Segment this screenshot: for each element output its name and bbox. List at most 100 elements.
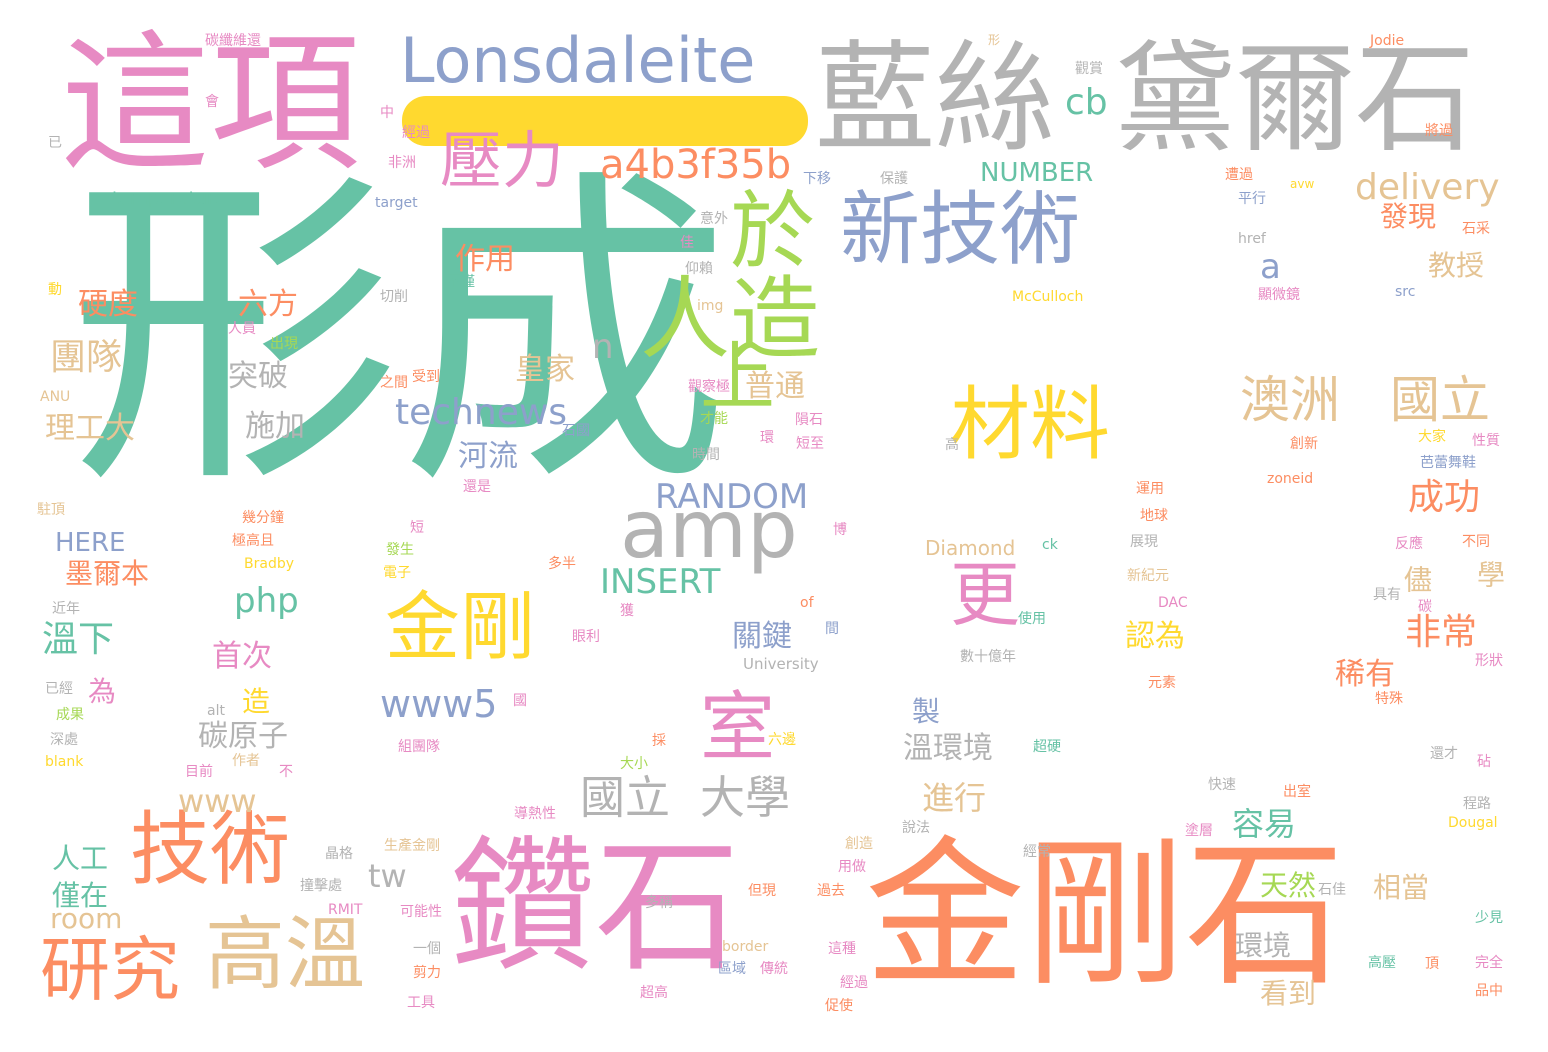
cloud-word: www	[178, 782, 257, 820]
cloud-word: 大學	[700, 771, 791, 824]
cloud-word: 不僅	[447, 274, 475, 290]
cloud-word: 新紀元	[1127, 568, 1169, 584]
cloud-word: 保護	[880, 171, 908, 187]
cloud-word: 已	[48, 135, 62, 151]
cloud-word: 普通	[745, 369, 805, 404]
cloud-word: 容易	[1232, 805, 1297, 843]
cloud-word: 高壓	[1368, 955, 1396, 971]
cloud-word: 進行	[922, 779, 987, 817]
cloud-word: 砧	[1477, 754, 1491, 770]
cloud-word: 眼利	[572, 629, 600, 645]
cloud-word: 仰賴	[685, 261, 713, 277]
cloud-word: 高溫	[205, 908, 365, 1001]
cloud-word: 首次	[212, 639, 272, 674]
cloud-word: 但現	[748, 883, 776, 899]
cloud-word: 區域	[718, 961, 746, 977]
cloud-word: ck	[1042, 537, 1058, 553]
highlight-bar	[402, 96, 808, 146]
cloud-word: 還才	[1430, 746, 1458, 762]
cloud-word: 間	[825, 621, 839, 637]
cloud-word: 佳	[680, 235, 694, 251]
cloud-word: 墨爾本	[65, 557, 150, 590]
cloud-word: 非常	[1405, 612, 1478, 653]
cloud-word: 使用	[1018, 611, 1046, 627]
cloud-word: 發現	[1380, 200, 1437, 233]
cloud-word: 溫環境	[903, 731, 993, 766]
cloud-word: 觀賞	[1075, 61, 1103, 77]
cloud-word: 研究	[40, 929, 180, 1011]
cloud-word: 非洲	[388, 155, 416, 171]
cloud-word: 碳	[1418, 599, 1432, 615]
cloud-word: 大家	[1418, 429, 1446, 445]
cloud-word: 品中	[1475, 983, 1503, 999]
cloud-word: 石國	[562, 423, 590, 439]
cloud-word: 創造	[845, 836, 873, 852]
cloud-word: 這種	[828, 941, 856, 957]
cloud-word: 剪力	[413, 965, 441, 981]
cloud-word: 可能性	[400, 904, 442, 920]
cloud-word: technews	[395, 392, 568, 433]
cloud-word: 經過	[402, 125, 430, 141]
cloud-word: 形成	[70, 143, 730, 527]
cloud-word: ANU	[40, 389, 71, 405]
cloud-word: RMIT	[328, 902, 363, 918]
cloud-word: 大小	[620, 756, 648, 772]
cloud-word: 一個	[413, 941, 441, 957]
cloud-word: 工具	[407, 995, 435, 1011]
cloud-word: 皇家	[515, 352, 575, 387]
cloud-word: border	[722, 939, 769, 955]
cloud-word: 材料	[950, 378, 1110, 471]
cloud-word: 形	[988, 33, 1001, 47]
cloud-word: 碳纖維還	[205, 33, 261, 49]
cloud-word: 成功	[1408, 477, 1481, 518]
cloud-word: 金剛	[385, 583, 536, 671]
cloud-word: 不	[279, 764, 293, 780]
cloud-word: HERE	[55, 528, 126, 558]
cloud-word: 傳統	[760, 961, 788, 977]
cloud-word: 硬度	[78, 287, 138, 322]
cloud-word: 作者	[232, 753, 260, 769]
cloud-word: NUMBER	[980, 158, 1094, 188]
cloud-word: 儘	[1400, 565, 1433, 593]
cloud-word: 多半	[548, 556, 576, 572]
cloud-word: 認為	[1125, 619, 1185, 654]
cloud-word: 人工	[52, 842, 109, 875]
cloud-word: 國立	[580, 771, 671, 824]
cloud-word: 壓力	[440, 124, 565, 197]
cloud-word: amp	[620, 483, 798, 576]
cloud-word: 河流	[458, 439, 518, 474]
cloud-word: 澳洲	[1240, 371, 1340, 429]
cloud-word: 製	[912, 695, 941, 728]
cloud-word: avw	[1290, 177, 1315, 191]
cloud-word: 出現	[270, 336, 298, 352]
cloud-word: 六方	[238, 287, 298, 322]
cloud-word: 晶格	[325, 846, 353, 862]
cloud-word: RANDOM	[655, 477, 809, 517]
cloud-word: 已經	[45, 681, 73, 697]
cloud-word: php	[234, 581, 299, 621]
cloud-word: Jodie	[1370, 33, 1405, 49]
cloud-word: 更	[950, 554, 1020, 636]
cloud-word: 短	[410, 520, 424, 536]
cloud-word: 室	[700, 683, 776, 771]
cloud-word: 中	[380, 105, 394, 121]
cloud-word: href	[1238, 231, 1266, 247]
cloud-word: 近年	[52, 601, 80, 617]
cloud-word: 目前	[185, 764, 213, 780]
cloud-word: zoneid	[1267, 471, 1314, 487]
cloud-word: 金剛石	[865, 821, 1346, 1008]
cloud-word: 程路	[1463, 796, 1491, 812]
cloud-word: 會	[205, 94, 219, 110]
cloud-word: 元素	[1148, 675, 1176, 691]
cloud-word: 具有	[1373, 587, 1401, 603]
cloud-word: University	[743, 655, 819, 673]
cloud-word: 黛爾石	[1115, 30, 1475, 169]
cloud-word: 石佳	[1318, 882, 1346, 898]
cloud-word: Dougal	[1448, 815, 1498, 831]
cloud-word: 促使	[825, 998, 853, 1014]
cloud-word: 為	[88, 675, 117, 708]
cloud-word: 高	[945, 437, 959, 453]
cloud-word: 石采	[1462, 221, 1490, 237]
cloud-word: delivery	[1355, 167, 1500, 208]
cloud-word: a4b3f35b	[600, 142, 792, 188]
